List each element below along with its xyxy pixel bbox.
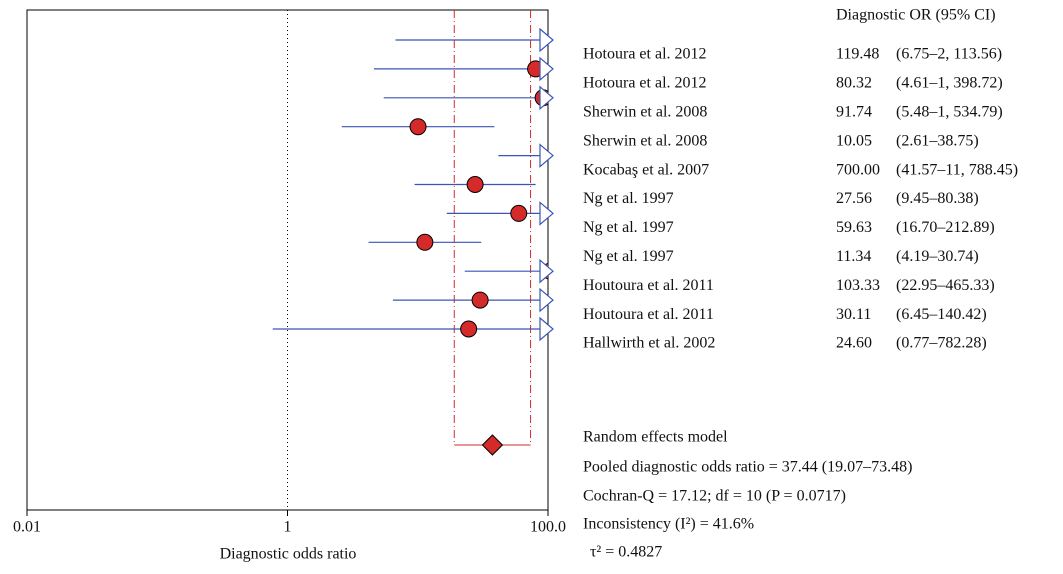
study-or: 91.74 xyxy=(836,103,872,120)
study-name: Houtoura et al. 2011 xyxy=(583,306,714,323)
study-ci: (6.75–2, 113.56) xyxy=(896,46,1002,63)
study-or: 700.00 xyxy=(836,161,880,178)
x-tick-label: 1 xyxy=(284,519,292,536)
study-ci: (4.19–30.74) xyxy=(896,248,979,265)
model-label: Random effects model xyxy=(583,429,728,446)
ci-arrow xyxy=(539,143,554,168)
study-name: Ng et al. 1997 xyxy=(583,219,674,236)
ci-arrow xyxy=(539,85,554,111)
stat-line: Cochran-Q = 17.12; df = 10 (P = 0.0717) xyxy=(583,488,846,505)
study-point xyxy=(409,118,427,136)
study-name: Ng et al. 1997 xyxy=(583,190,674,207)
study-name: Hotoura et al. 2012 xyxy=(583,75,707,92)
study-ci: (9.45–80.38) xyxy=(896,190,979,207)
study-ci: (22.95–465.33) xyxy=(896,277,995,294)
study-point xyxy=(460,320,478,338)
ci-arrow xyxy=(539,258,554,284)
study-ci: (0.77–782.28) xyxy=(896,335,987,352)
study-point xyxy=(510,204,528,222)
stat-line: τ² = 0.4827 xyxy=(590,544,662,561)
study-or: 11.34 xyxy=(836,248,871,265)
study-name: Sherwin et al. 2008 xyxy=(583,103,707,120)
study-ci: (4.61–1, 398.72) xyxy=(896,75,1003,92)
column-header: Diagnostic OR (95% CI) xyxy=(836,7,996,24)
study-ci: (41.57–11, 788.45) xyxy=(896,161,1018,178)
study-name: Ng et al. 1997 xyxy=(583,248,674,265)
study-ci: (16.70–212.89) xyxy=(896,219,995,236)
pooled-label: Pooled diagnostic odds ratio = 37.44 (19… xyxy=(583,459,912,476)
study-ci: (6.45–140.42) xyxy=(896,306,987,323)
study-or: 27.56 xyxy=(836,190,872,207)
x-tick-label: 0.01 xyxy=(13,519,41,536)
study-name: Hotoura et al. 2012 xyxy=(583,46,707,63)
ci-arrow xyxy=(539,27,554,53)
study-name: Sherwin et al. 2008 xyxy=(583,132,707,149)
ci-arrow xyxy=(539,316,554,342)
study-ci: (5.48–1, 534.79) xyxy=(896,103,1003,120)
study-name: Kocabaş et al. 2007 xyxy=(583,161,709,178)
ci-arrow xyxy=(539,287,554,313)
study-or: 30.11 xyxy=(836,306,871,323)
study-ci: (2.61–38.75) xyxy=(896,132,979,149)
ci-arrow xyxy=(539,56,554,82)
x-axis-label: Diagnostic odds ratio xyxy=(220,546,357,563)
study-or: 80.32 xyxy=(836,75,872,92)
pooled-diamond xyxy=(481,434,504,456)
study-name: Houtoura et al. 2011 xyxy=(583,277,714,294)
study-point xyxy=(471,291,489,309)
study-or: 10.05 xyxy=(836,132,872,149)
study-point xyxy=(466,176,484,193)
study-point xyxy=(416,233,434,251)
ci-arrow xyxy=(539,201,554,226)
stat-line: Inconsistency (I²) = 41.6% xyxy=(583,516,754,533)
study-or: 103.33 xyxy=(836,277,880,294)
study-name: Hallwirth et al. 2002 xyxy=(583,335,715,352)
study-or: 24.60 xyxy=(836,335,872,352)
study-or: 59.63 xyxy=(836,219,872,236)
study-or: 119.48 xyxy=(836,46,879,63)
x-tick-label: 100.0 xyxy=(530,519,566,536)
